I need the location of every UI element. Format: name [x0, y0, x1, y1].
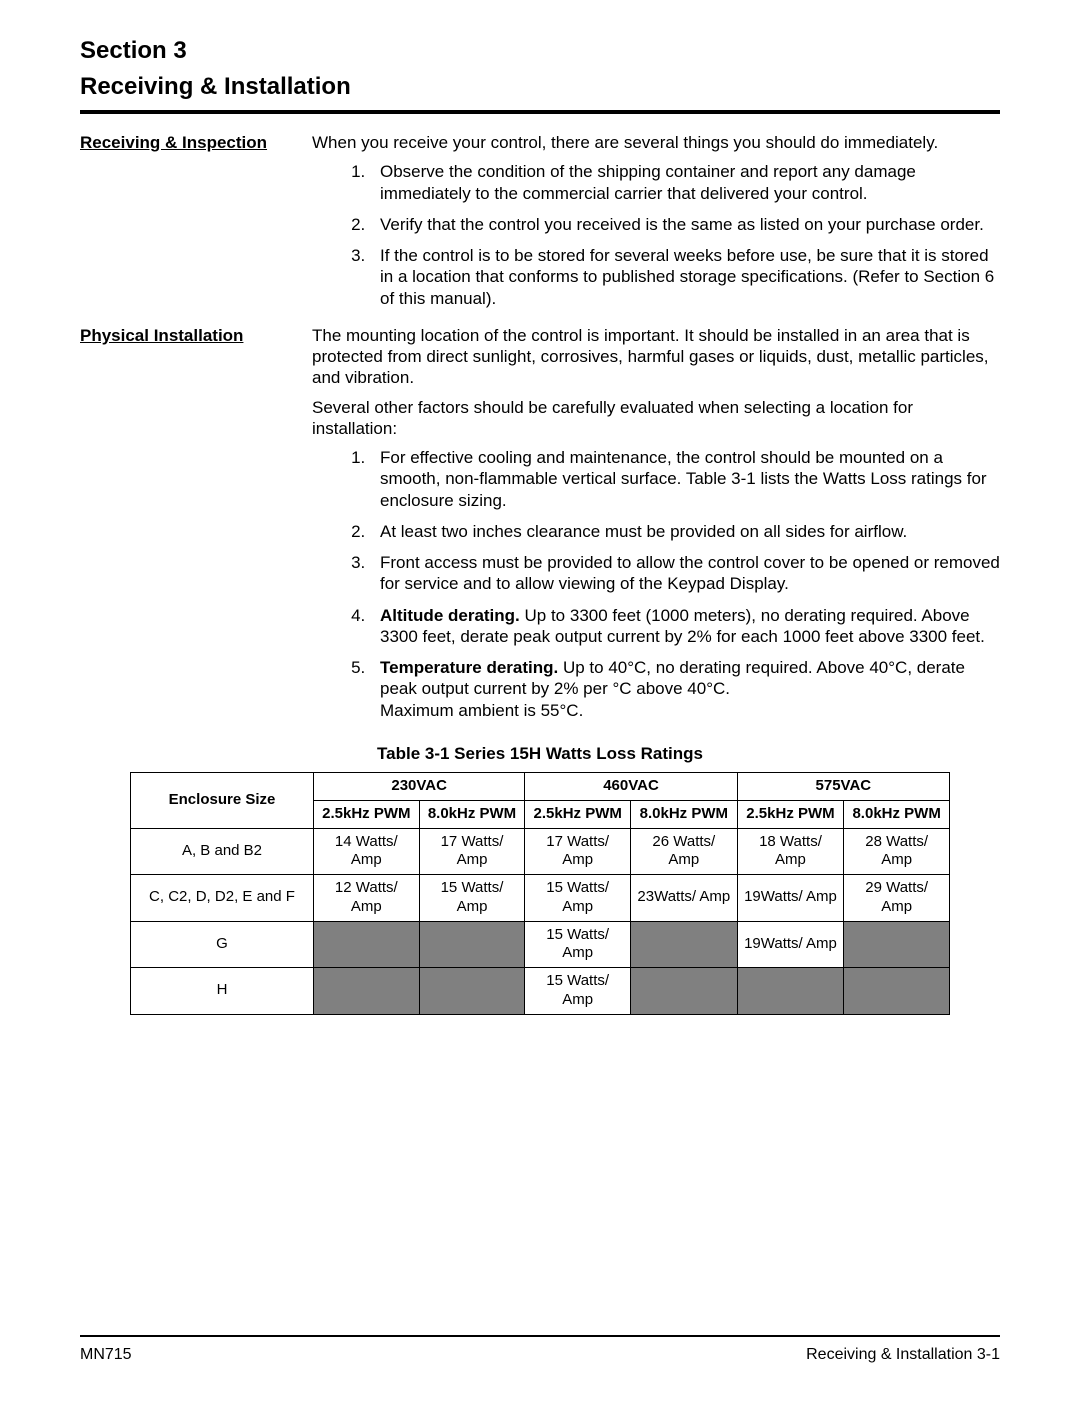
physical-item: For effective cooling and maintenance, t… — [370, 447, 1000, 511]
watts-loss-table: Enclosure Size 230VAC 460VAC 575VAC 2.5k… — [130, 772, 950, 1015]
data-cell — [737, 968, 844, 1015]
physical-item-bold: Temperature derating. — [380, 658, 558, 677]
table-row: G 15 Watts/ Amp 19Watts/ Amp — [131, 921, 950, 968]
table-title: Table 3-1 Series 15H Watts Loss Ratings — [80, 743, 1000, 764]
receiving-list: Observe the condition of the shipping co… — [312, 161, 1000, 309]
data-cell — [314, 921, 420, 968]
data-cell: 26 Watts/ Amp — [631, 828, 738, 875]
col-sub: 8.0kHz PWM — [844, 800, 950, 828]
data-cell: 19Watts/ Amp — [737, 921, 844, 968]
enclosure-cell: H — [131, 968, 314, 1015]
col-sub: 8.0kHz PWM — [631, 800, 738, 828]
receiving-item: Observe the condition of the shipping co… — [370, 161, 1000, 204]
footer-page-ref: Receiving & Installation 3-1 — [806, 1345, 1000, 1365]
table-header-row-1: Enclosure Size 230VAC 460VAC 575VAC — [131, 773, 950, 801]
col-enclosure: Enclosure Size — [131, 773, 314, 829]
data-cell: 18 Watts/ Amp — [737, 828, 844, 875]
title-rule — [80, 110, 1000, 114]
col-sub: 2.5kHz PWM — [737, 800, 844, 828]
receiving-item: If the control is to be stored for sever… — [370, 245, 1000, 309]
page-footer: MN715 Receiving & Installation 3-1 — [80, 1345, 1000, 1365]
data-cell: 23Watts/ Amp — [631, 875, 738, 922]
enclosure-cell: C, C2, D, D2, E and F — [131, 875, 314, 922]
data-cell: 17 Watts/ Amp — [419, 828, 525, 875]
col-group-230vac: 230VAC — [314, 773, 525, 801]
col-sub: 2.5kHz PWM — [525, 800, 631, 828]
receiving-heading: Receiving & Inspection — [80, 133, 267, 152]
col-sub: 2.5kHz PWM — [314, 800, 420, 828]
physical-item: Temperature derating. Up to 40°C, no der… — [370, 657, 1000, 721]
physical-item: At least two inches clearance must be pr… — [370, 521, 1000, 542]
table-row: A, B and B214 Watts/ Amp17 Watts/ Amp17 … — [131, 828, 950, 875]
data-cell — [314, 968, 420, 1015]
data-cell: 12 Watts/ Amp — [314, 875, 420, 922]
data-cell: 19Watts/ Amp — [737, 875, 844, 922]
enclosure-cell: A, B and B2 — [131, 828, 314, 875]
col-group-460vac: 460VAC — [525, 773, 737, 801]
data-cell: 17 Watts/ Amp — [525, 828, 631, 875]
physical-p2: Several other factors should be carefull… — [312, 397, 1000, 440]
receiving-block: Receiving & Inspection When you receive … — [80, 132, 1000, 319]
data-cell — [631, 921, 738, 968]
physical-heading: Physical Installation — [80, 326, 243, 345]
enclosure-cell: G — [131, 921, 314, 968]
physical-item-text: At least two inches clearance must be pr… — [380, 522, 907, 541]
physical-item-text: Front access must be provided to allow t… — [380, 553, 1000, 593]
col-group-575vac: 575VAC — [737, 773, 949, 801]
physical-list: For effective cooling and maintenance, t… — [312, 447, 1000, 721]
data-cell: 15 Watts/ Amp — [525, 875, 631, 922]
col-sub: 8.0kHz PWM — [419, 800, 525, 828]
table-row: H 15 Watts/ Amp — [131, 968, 950, 1015]
table-row: C, C2, D, D2, E and F12 Watts/ Amp15 Wat… — [131, 875, 950, 922]
physical-item: Front access must be provided to allow t… — [370, 552, 1000, 595]
receiving-intro: When you receive your control, there are… — [312, 132, 1000, 153]
data-cell: 28 Watts/ Amp — [844, 828, 950, 875]
physical-block: Physical Installation The mounting locat… — [80, 325, 1000, 731]
physical-item-text: For effective cooling and maintenance, t… — [380, 448, 987, 510]
data-cell: 15 Watts/ Amp — [419, 875, 525, 922]
data-cell — [844, 968, 950, 1015]
data-cell: 15 Watts/ Amp — [525, 968, 631, 1015]
data-cell — [844, 921, 950, 968]
data-cell: 15 Watts/ Amp — [525, 921, 631, 968]
physical-p1: The mounting location of the control is … — [312, 325, 1000, 389]
section-name: Receiving & Installation — [80, 72, 1000, 102]
receiving-item: Verify that the control you received is … — [370, 214, 1000, 235]
physical-item-bold: Altitude derating. — [380, 606, 520, 625]
physical-item: Altitude derating. Up to 3300 feet (1000… — [370, 605, 1000, 648]
data-cell: 29 Watts/ Amp — [844, 875, 950, 922]
footer-doc-id: MN715 — [80, 1345, 132, 1365]
data-cell — [419, 921, 525, 968]
section-number: Section 3 — [80, 36, 1000, 66]
data-cell: 14 Watts/ Amp — [314, 828, 420, 875]
data-cell — [419, 968, 525, 1015]
page: Section 3 Receiving & Installation Recei… — [0, 0, 1080, 1405]
footer-rule — [80, 1335, 1000, 1337]
data-cell — [631, 968, 738, 1015]
